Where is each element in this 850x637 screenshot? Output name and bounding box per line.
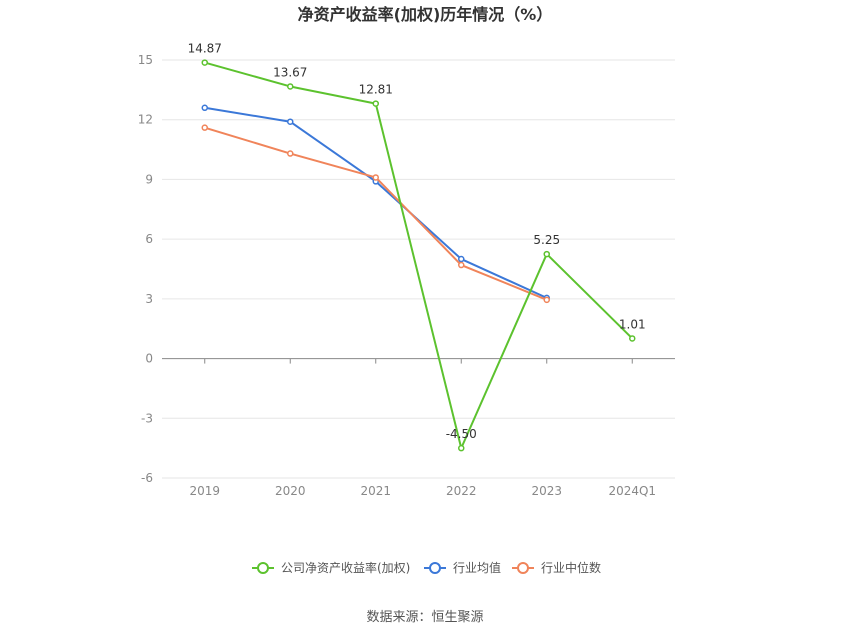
y-tick-label: 12 xyxy=(138,113,153,127)
data-labels: 14.87 13.67 12.81 -4.50 5.25 1.01 xyxy=(188,42,646,442)
x-tick-label: 2021 xyxy=(360,484,391,498)
data-label: -4.50 xyxy=(446,427,477,441)
data-point xyxy=(629,335,636,342)
y-tick-label: 9 xyxy=(145,172,153,186)
data-label: 5.25 xyxy=(533,233,560,247)
y-tick-label: 6 xyxy=(145,232,153,246)
y-tick-label: 15 xyxy=(138,53,153,67)
source-note: 数据来源：恒生聚源 xyxy=(366,610,483,625)
series-line xyxy=(204,106,548,299)
legend-swatch-marker xyxy=(429,562,441,574)
x-tick-label: 2023 xyxy=(531,484,562,498)
grid xyxy=(162,59,675,479)
chart-title: 净资产收益率(加权)历年情况（%） xyxy=(298,5,553,24)
data-point xyxy=(543,250,550,258)
x-tick-label: 2019 xyxy=(189,484,220,498)
data-point xyxy=(458,444,465,452)
y-tick-label: -3 xyxy=(141,411,153,425)
data-label: 1.01 xyxy=(619,317,646,331)
legend-label: 行业中位数 xyxy=(541,560,601,575)
data-point xyxy=(287,118,294,125)
x-tick-label: 2020 xyxy=(275,484,306,498)
legend[interactable]: 公司净资产收益率(加权) 行业均值 行业中位数 xyxy=(252,560,601,575)
data-label: 14.87 xyxy=(188,42,222,56)
x-tick-label: 2024Q1 xyxy=(608,484,656,498)
series-line xyxy=(204,61,633,450)
legend-swatch-marker xyxy=(257,562,269,574)
data-label: 12.81 xyxy=(359,83,393,97)
y-tick-label: -6 xyxy=(141,471,153,485)
data-label: 13.67 xyxy=(273,65,307,79)
data-point xyxy=(287,150,294,157)
data-point xyxy=(201,59,208,66)
data-point xyxy=(372,100,379,107)
data-point xyxy=(201,124,208,131)
y-tick-label: 3 xyxy=(145,292,153,306)
axes: 15 12 9 6 3 0 -3 -6 2019 2020 2021 2022 2023 2024Q1 xyxy=(138,53,675,498)
legend-swatch-marker xyxy=(517,562,529,574)
data-point xyxy=(287,83,294,90)
data-point xyxy=(543,296,550,304)
data-point xyxy=(458,261,465,269)
data-point xyxy=(372,174,379,181)
series xyxy=(201,59,636,452)
legend-label: 公司净资产收益率(加权) xyxy=(281,560,410,575)
legend-label: 行业均值 xyxy=(453,560,501,575)
y-tick-label: 0 xyxy=(145,352,153,366)
data-point xyxy=(458,255,465,263)
x-tick-label: 2022 xyxy=(446,484,477,498)
data-point xyxy=(201,104,208,112)
